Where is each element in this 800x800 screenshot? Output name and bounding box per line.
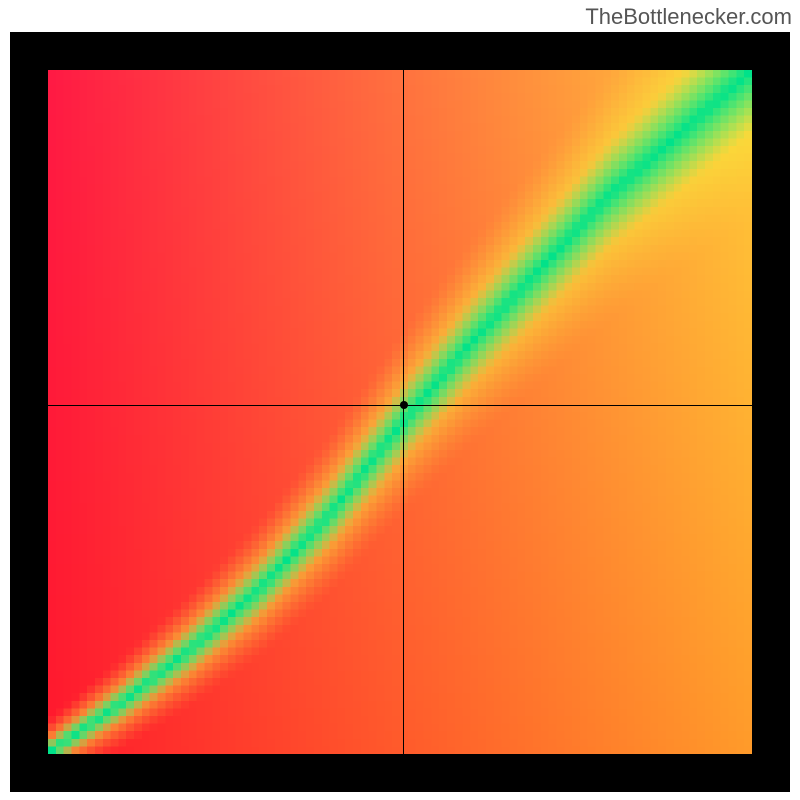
root-container: TheBottlenecker.com — [0, 0, 800, 800]
attribution-text: TheBottlenecker.com — [585, 4, 792, 30]
crosshair-dot — [400, 401, 408, 409]
heatmap-canvas — [48, 70, 752, 754]
heatmap-plot-area — [48, 70, 752, 754]
crosshair-vertical — [403, 70, 404, 754]
